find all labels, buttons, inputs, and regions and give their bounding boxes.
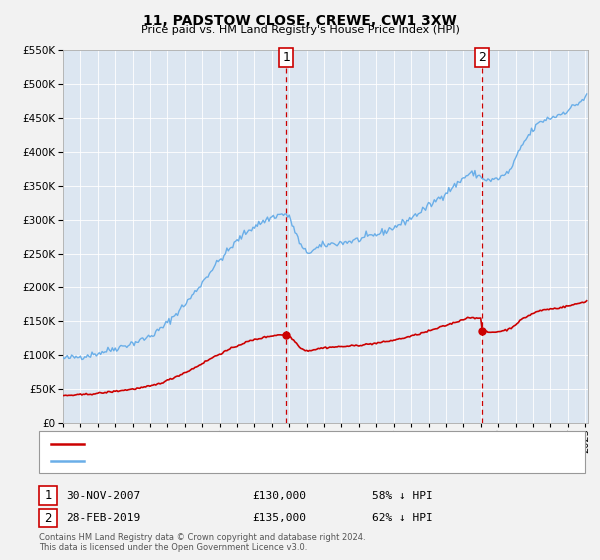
Text: 2: 2 (478, 50, 486, 64)
Text: Contains HM Land Registry data © Crown copyright and database right 2024.: Contains HM Land Registry data © Crown c… (39, 533, 365, 542)
Text: 1: 1 (283, 50, 290, 64)
Text: 28-FEB-2019: 28-FEB-2019 (66, 513, 140, 523)
Text: Price paid vs. HM Land Registry's House Price Index (HPI): Price paid vs. HM Land Registry's House … (140, 25, 460, 35)
Text: 62% ↓ HPI: 62% ↓ HPI (372, 513, 433, 523)
Text: 1: 1 (44, 489, 52, 502)
Text: 30-NOV-2007: 30-NOV-2007 (66, 491, 140, 501)
Text: 11, PADSTOW CLOSE, CREWE, CW1 3XW (detached house): 11, PADSTOW CLOSE, CREWE, CW1 3XW (detac… (90, 439, 397, 449)
Text: £130,000: £130,000 (252, 491, 306, 501)
Text: £135,000: £135,000 (252, 513, 306, 523)
Text: This data is licensed under the Open Government Licence v3.0.: This data is licensed under the Open Gov… (39, 543, 307, 552)
Text: 11, PADSTOW CLOSE, CREWE, CW1 3XW: 11, PADSTOW CLOSE, CREWE, CW1 3XW (143, 14, 457, 28)
Text: 58% ↓ HPI: 58% ↓ HPI (372, 491, 433, 501)
Text: HPI: Average price, detached house, Cheshire East: HPI: Average price, detached house, Ches… (90, 456, 355, 466)
Text: 2: 2 (44, 511, 52, 525)
